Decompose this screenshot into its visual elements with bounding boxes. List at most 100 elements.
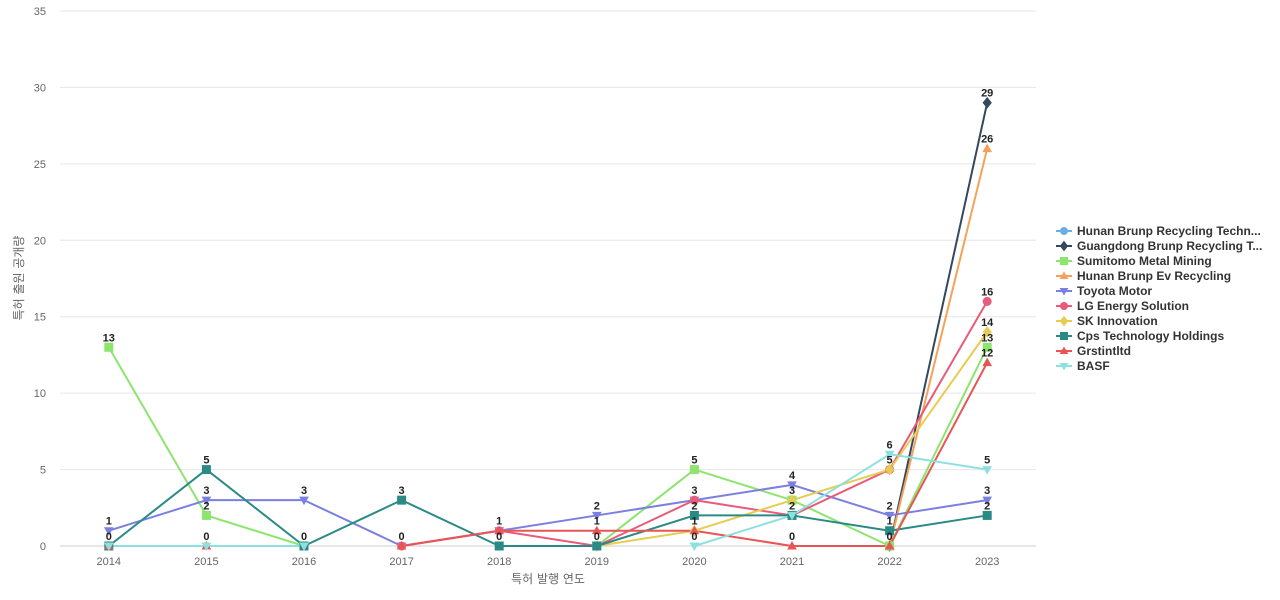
legend-item[interactable]: SK Innovation	[1056, 314, 1158, 328]
data-label: 12	[981, 348, 993, 360]
data-label: 5	[203, 455, 209, 467]
data-point	[689, 465, 699, 475]
data-label: 2	[887, 500, 893, 512]
legend-label: Sumitomo Metal Mining	[1077, 254, 1212, 268]
data-label: 13	[981, 332, 993, 344]
data-point	[397, 495, 407, 505]
legend-item[interactable]: Hunan Brunp Ev Recycling	[1056, 269, 1231, 283]
x-tick-label: 2015	[194, 556, 218, 568]
series-line	[108, 483, 988, 547]
data-label: 16	[981, 286, 993, 298]
y-tick-label: 20	[34, 235, 46, 247]
data-point	[787, 511, 797, 521]
legend-marker	[1060, 302, 1068, 310]
data-point	[103, 527, 114, 536]
data-label: 0	[203, 531, 209, 543]
legend-marker	[1060, 332, 1068, 340]
data-point	[591, 525, 602, 535]
data-label: 26	[981, 134, 993, 146]
data-label: 1	[691, 516, 697, 528]
legend-item[interactable]: Grstintltd	[1056, 344, 1131, 358]
legend-label: BASF	[1077, 359, 1110, 373]
legend-item[interactable]: BASF	[1056, 359, 1110, 373]
data-label: 3	[301, 485, 307, 497]
legend-marker	[1059, 240, 1069, 252]
data-label: 2	[789, 500, 795, 512]
data-label: 2	[594, 500, 600, 512]
data-point	[787, 540, 797, 550]
data-label: 1	[594, 516, 600, 528]
x-tick-label: 2019	[585, 556, 609, 568]
data-point	[884, 540, 895, 550]
data-point	[592, 541, 602, 551]
legend-item[interactable]: Cps Technology Holdings	[1056, 329, 1224, 343]
data-label: 0	[106, 531, 112, 543]
data-point	[884, 463, 895, 476]
data-label: 0	[789, 531, 795, 543]
data-label: 5	[887, 455, 893, 467]
y-tick-label: 35	[34, 6, 46, 18]
data-label: 2	[984, 500, 990, 512]
series-line	[108, 468, 988, 547]
data-point	[982, 143, 993, 153]
data-label: 3	[691, 485, 697, 497]
data-label: 1	[887, 516, 893, 528]
series-line	[694, 453, 988, 547]
data-point	[201, 496, 212, 506]
data-point	[982, 96, 992, 109]
data-point	[787, 481, 797, 490]
data-point	[884, 511, 895, 521]
series-line	[888, 148, 989, 547]
legend-marker	[1059, 315, 1069, 327]
legend-label: Cps Technology Holdings	[1077, 329, 1224, 343]
data-label: 2	[203, 500, 209, 512]
legend[interactable]: Hunan Brunp Recycling Techn...Guangdong …	[1056, 224, 1262, 373]
legend-item[interactable]: Hunan Brunp Recycling Techn...	[1056, 224, 1261, 238]
x-axis-title: 특허 발행 연도	[511, 571, 585, 586]
y-axis-ticks: 0 5 10 15 20 25 30 35	[34, 6, 46, 553]
legend-marker	[1059, 346, 1069, 354]
y-tick-label: 15	[34, 312, 46, 324]
data-point	[103, 542, 114, 552]
data-point	[494, 541, 504, 551]
y-tick-label: 25	[34, 159, 46, 171]
legend-label: Toyota Motor	[1077, 284, 1152, 298]
legend-marker	[1059, 363, 1069, 371]
data-point	[689, 525, 700, 535]
data-label: 14	[981, 317, 994, 329]
data-point	[982, 342, 992, 352]
data-point	[689, 510, 699, 520]
x-axis-ticks: 2014 2015 2016 2017 2018 2019 2020 2021 2022 2023	[97, 556, 1000, 568]
data-point	[494, 525, 505, 535]
data-label: 0	[594, 531, 600, 543]
data-point	[201, 465, 211, 475]
y-tick-label: 30	[34, 82, 46, 94]
y-tick-label: 0	[40, 541, 46, 553]
data-point	[982, 296, 992, 306]
data-label: 0	[399, 531, 405, 543]
x-tick-label: 2018	[487, 556, 511, 568]
data-point	[982, 326, 992, 338]
data-label: 3	[203, 485, 209, 497]
x-tick-label: 2017	[389, 556, 413, 568]
legend-item[interactable]: LG Energy Solution	[1056, 299, 1189, 313]
data-label: 0	[496, 531, 502, 543]
data-label: 6	[887, 439, 893, 451]
legend-label: Hunan Brunp Ev Recycling	[1077, 269, 1231, 283]
legend-marker	[1059, 288, 1069, 296]
x-tick-label: 2014	[97, 556, 121, 568]
legend-item[interactable]: Toyota Motor	[1056, 284, 1152, 298]
data-label: 1	[496, 516, 502, 528]
y-axis-title: 특허 출원 공개량	[12, 236, 26, 321]
data-point	[982, 466, 993, 475]
data-point	[885, 526, 895, 536]
data-label: 5	[691, 455, 697, 467]
data-label: 0	[691, 531, 697, 543]
legend-item[interactable]: Guangdong Brunp Recycling T...	[1056, 239, 1262, 253]
data-point	[787, 494, 797, 506]
legend-item[interactable]: Sumitomo Metal Mining	[1056, 254, 1212, 268]
series-lines	[107, 102, 989, 547]
legend-label: Guangdong Brunp Recycling T...	[1077, 239, 1262, 253]
data-point	[982, 510, 992, 520]
data-point	[689, 495, 699, 505]
